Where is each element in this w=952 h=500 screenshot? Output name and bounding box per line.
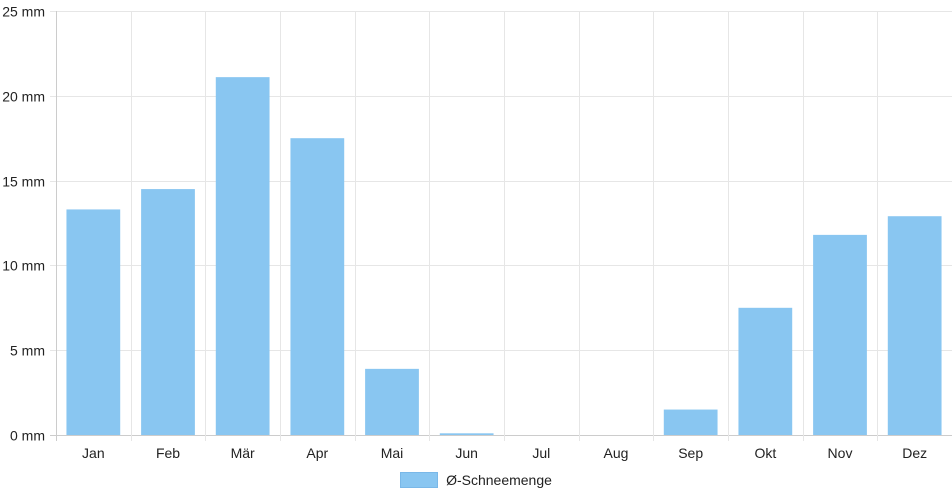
x-tick-label: Mai [381, 445, 404, 461]
bar-jun [439, 433, 494, 435]
y-tick-label: 20 mm [2, 89, 45, 105]
legend: Ø-Schneemenge [0, 472, 952, 488]
x-tick-label: Dez [902, 445, 927, 461]
x-tick-label: Jan [82, 445, 105, 461]
x-tick-label: Aug [604, 445, 629, 461]
y-tick-label: 10 mm [2, 258, 45, 274]
bar-mai [365, 368, 419, 435]
bar-mär [215, 77, 270, 436]
y-tick-label: 5 mm [10, 343, 45, 359]
bar-dez [887, 216, 942, 435]
legend-swatch [400, 472, 439, 488]
x-tick-label: Okt [754, 445, 776, 461]
axes: 0 mm 5 mm 10 mm 15 mm 20 mm 25 mm Jan Feb Mär Apr… [2, 4, 927, 462]
bar-jan [66, 209, 121, 435]
legend-label: Ø-Schneemenge [446, 472, 552, 488]
x-tick-label: Nov [828, 445, 853, 461]
x-tick-label: Apr [306, 445, 328, 461]
x-tick-label: Mär [231, 445, 255, 461]
y-tick-label: 0 mm [10, 428, 45, 444]
y-tick-label: 15 mm [2, 174, 45, 190]
bar-feb [141, 189, 195, 435]
x-tick-label: Jun [455, 445, 478, 461]
bar-nov [813, 234, 867, 435]
grid-lines [50, 11, 952, 441]
y-tick-label: 25 mm [2, 4, 45, 20]
x-tick-label: Feb [156, 445, 180, 461]
bars [66, 77, 942, 436]
bar-chart: 0 mm 5 mm 10 mm 15 mm 20 mm 25 mm Jan Feb Mär Apr… [2, 4, 952, 462]
bar-apr [290, 138, 345, 435]
bar-sep [663, 409, 718, 435]
bar-okt [738, 307, 793, 435]
x-tick-label: Sep [678, 445, 703, 461]
x-tick-label: Jul [532, 445, 550, 461]
